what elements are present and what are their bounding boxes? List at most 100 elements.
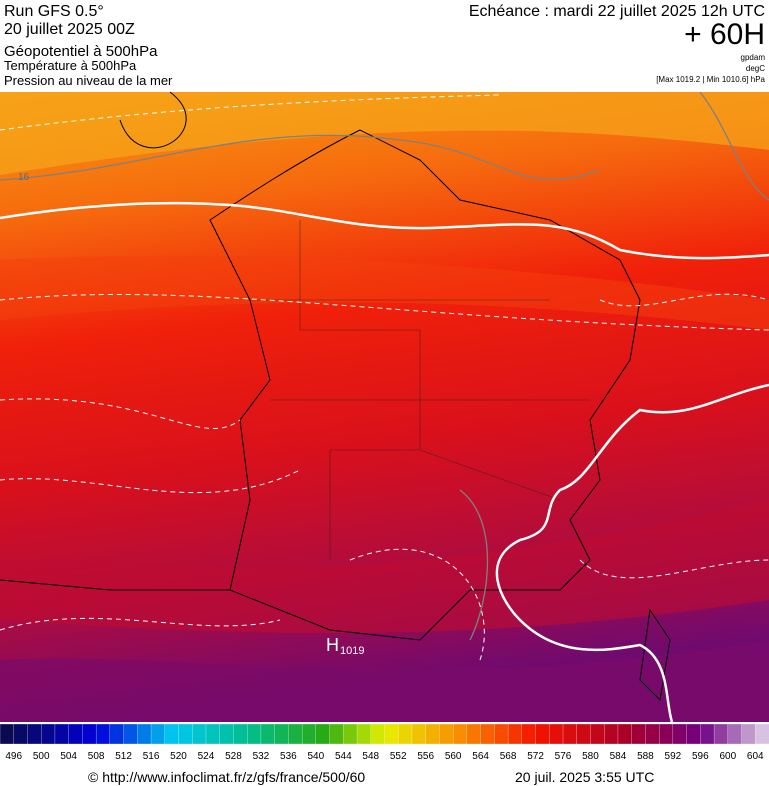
color-swatch [741,723,756,745]
temperature-band [0,255,769,330]
legend-label: 552 [390,751,407,762]
legend-label: 508 [88,751,105,762]
lead-time: + 60H [684,18,765,51]
geopotential-contour [0,201,769,260]
legend-label: 588 [637,751,654,762]
color-swatch [686,723,701,745]
color-swatch [288,723,303,745]
color-swatch [439,723,454,745]
temperature-contour [0,94,769,661]
color-swatch [54,723,70,745]
coastline [0,91,671,702]
legend-label: 544 [335,751,352,762]
legend-label: 584 [610,751,627,762]
legend-label: 568 [500,751,517,762]
color-swatch [604,723,619,745]
legend-label: 532 [253,751,270,762]
color-swatch [343,723,358,745]
high-symbol: H [326,635,339,655]
color-swatch [700,723,715,745]
color-swatch [356,723,372,745]
color-swatch [219,723,235,745]
color-swatch [95,723,111,745]
color-swatch [631,723,647,745]
color-swatch [727,723,743,745]
color-swatch [13,723,29,745]
legend-label: 500 [33,751,50,762]
legend-label: 564 [472,751,489,762]
legend-label: 604 [747,751,764,762]
color-swatch [713,723,729,745]
color-swatch [658,723,674,745]
color-swatch [425,723,441,745]
pressure-contour [0,91,769,641]
generated-time: 20 juil. 2025 3:55 UTC [515,769,654,785]
contour-label: 16 [18,172,30,183]
color-swatch [109,723,125,745]
color-swatch [137,723,152,745]
field-label: Pression au niveau de la mer [4,73,173,88]
legend-label: 580 [582,751,599,762]
legend-label: 600 [719,751,736,762]
legend-label: 540 [307,751,324,762]
legend-label: 512 [115,751,132,762]
color-swatch [27,723,42,745]
run-label: Run GFS 0.5° [4,3,104,20]
pressure-range: [Max 1019.2 | Min 1010.6] hPa [656,75,765,84]
geopotential-contour [495,383,769,723]
temperature-band [0,500,769,634]
color-swatch [329,723,344,745]
color-swatch [549,723,564,745]
color-swatch [123,723,138,745]
color-swatch [617,723,633,745]
color-swatch [398,723,413,745]
legend-label: 524 [198,751,215,762]
borders [250,220,590,560]
color-swatch [466,723,482,745]
source-url: © http://www.infoclimat.fr/z/gfs/france/… [88,769,365,785]
high-value: 1019 [340,645,364,657]
color-swatch [247,723,262,745]
color-swatch [535,723,550,745]
legend-label: 548 [362,751,379,762]
unit-label: gpdam [741,53,766,62]
legend-label: 516 [143,751,160,762]
legend-label: 560 [445,751,462,762]
color-swatch [576,723,592,745]
color-swatch [507,723,523,745]
legend-label: 536 [280,751,297,762]
color-swatch [41,723,56,745]
color-swatch [150,723,166,745]
legend-label: 596 [692,751,709,762]
color-swatch [233,723,248,745]
color-swatch [315,723,331,745]
valid-time: Echéance : mardi 22 juillet 2025 12h UTC [469,3,765,20]
color-swatch [384,723,399,745]
color-swatch [370,723,386,745]
color-swatch [260,723,276,745]
color-legend: 496 500 504 508 512 516 520 524 528 532 536 540 544 5… [0,723,769,762]
legend-label: 504 [60,751,77,762]
color-swatch [82,723,97,745]
color-swatch [494,723,509,745]
color-swatch [672,723,688,745]
legend-label: 592 [665,751,682,762]
temperature-band [0,92,769,175]
legend-label: 520 [170,751,187,762]
run-date: 20 juillet 2025 00Z [4,21,135,38]
color-swatch [411,723,427,745]
color-swatch [178,723,193,745]
color-swatch [164,723,180,745]
color-swatch [274,723,290,745]
temperature-band [0,640,769,722]
field-label: Température à 500hPa [4,58,137,73]
legend-label: 556 [417,751,434,762]
color-swatch [301,723,317,745]
legend-label: 528 [225,751,242,762]
color-swatch [0,723,15,745]
unit-label: degC [746,64,765,73]
color-swatch [755,723,769,745]
color-swatch [480,723,496,745]
